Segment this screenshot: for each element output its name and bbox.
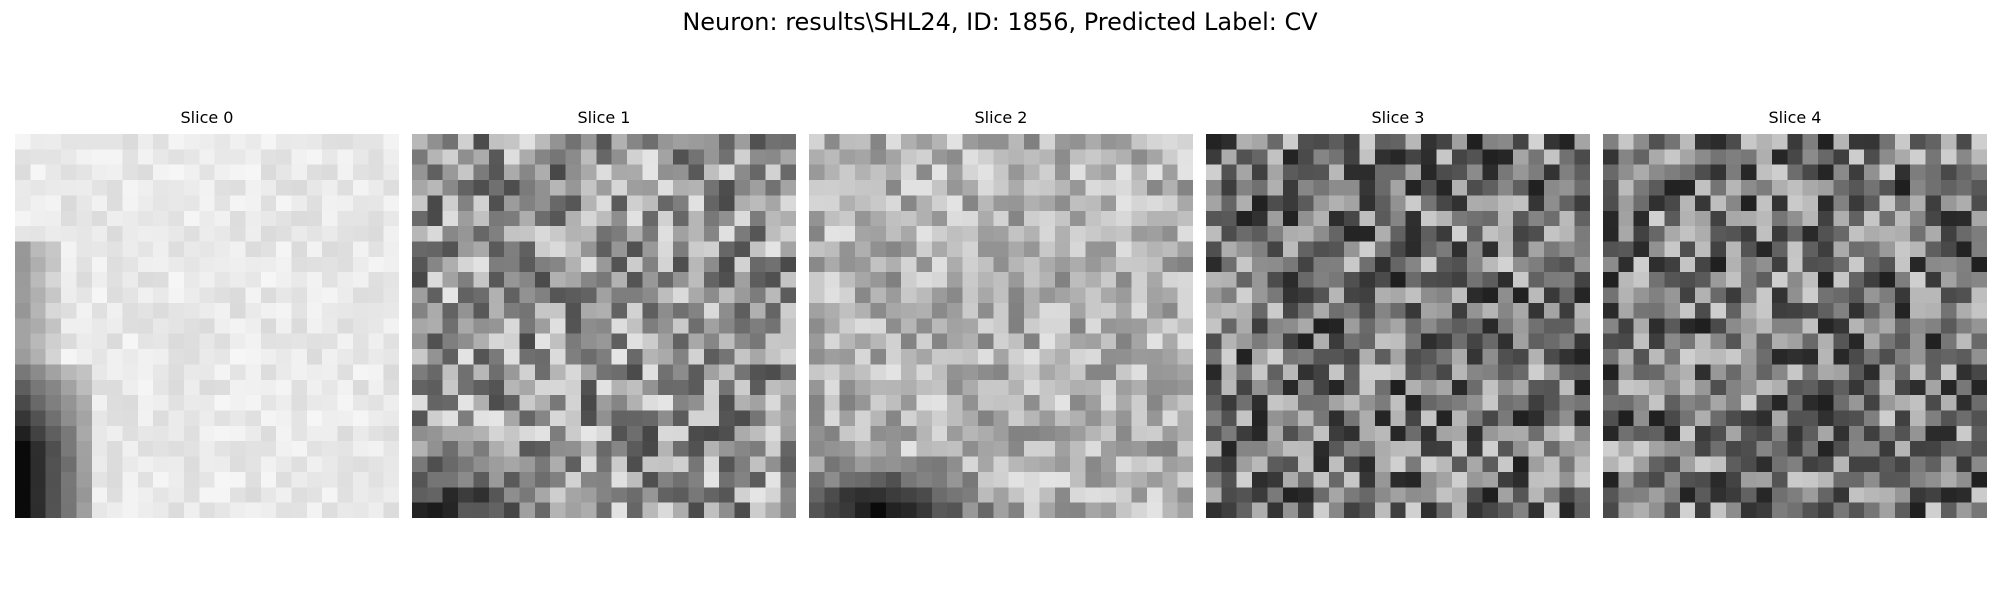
slice-title: Slice 4 bbox=[1768, 108, 1822, 127]
slice-title: Slice 0 bbox=[180, 108, 234, 127]
slice-title: Slice 1 bbox=[577, 108, 631, 127]
slice-panel-2: Slice 2 bbox=[809, 108, 1193, 518]
slice-image bbox=[15, 134, 399, 518]
slice-image bbox=[809, 134, 1193, 518]
slice-image bbox=[1206, 134, 1590, 518]
slice-panel-1: Slice 1 bbox=[412, 108, 796, 518]
slice-panel-3: Slice 3 bbox=[1206, 108, 1590, 518]
figure-title: Neuron: results\SHL24, ID: 1856, Predict… bbox=[682, 8, 1318, 36]
slice-title: Slice 2 bbox=[974, 108, 1028, 127]
slice-image bbox=[1603, 134, 1987, 518]
slice-panel-4: Slice 4 bbox=[1603, 108, 1987, 518]
slice-image bbox=[412, 134, 796, 518]
slice-title: Slice 3 bbox=[1371, 108, 1425, 127]
slice-panel-0: Slice 0 bbox=[15, 108, 399, 518]
